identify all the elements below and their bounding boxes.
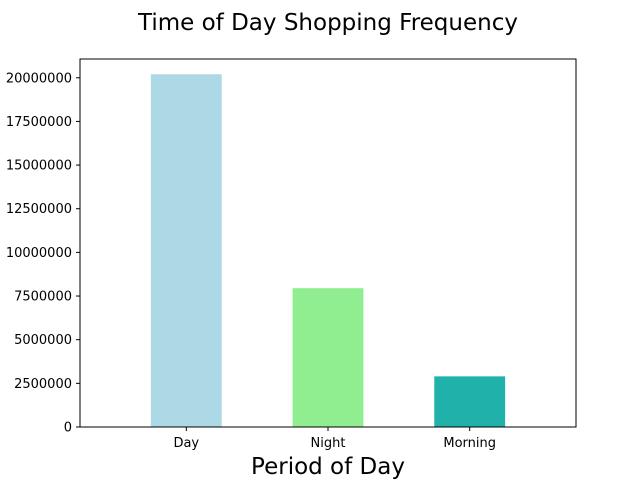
bars-layer [150, 74, 506, 427]
x-axis: Day Night Morning [173, 427, 496, 451]
bar-morning [434, 376, 506, 427]
bar-day [150, 74, 222, 427]
y-tick-label: 2500000 [14, 377, 72, 392]
y-tick-label: 7500000 [14, 290, 72, 305]
x-tick-label: Day [173, 436, 199, 451]
chart-title: Time of Day Shopping Frequency [137, 10, 518, 36]
y-tick-label: 10000000 [6, 246, 72, 261]
y-tick-label: 15000000 [6, 159, 72, 174]
y-tick-label: 5000000 [14, 333, 72, 348]
x-tick-label: Morning [443, 436, 496, 451]
y-axis: 0 2500000 5000000 7500000 10000000 12500000 15… [6, 71, 80, 436]
bar-night [292, 288, 364, 427]
y-tick-label: 0 [64, 421, 72, 436]
y-tick-label: 20000000 [6, 71, 72, 86]
x-axis-label: Period of Day [251, 454, 405, 480]
y-tick-label: 12500000 [6, 202, 72, 217]
y-tick-label: 17500000 [6, 115, 72, 130]
x-tick-label: Night [311, 436, 346, 451]
